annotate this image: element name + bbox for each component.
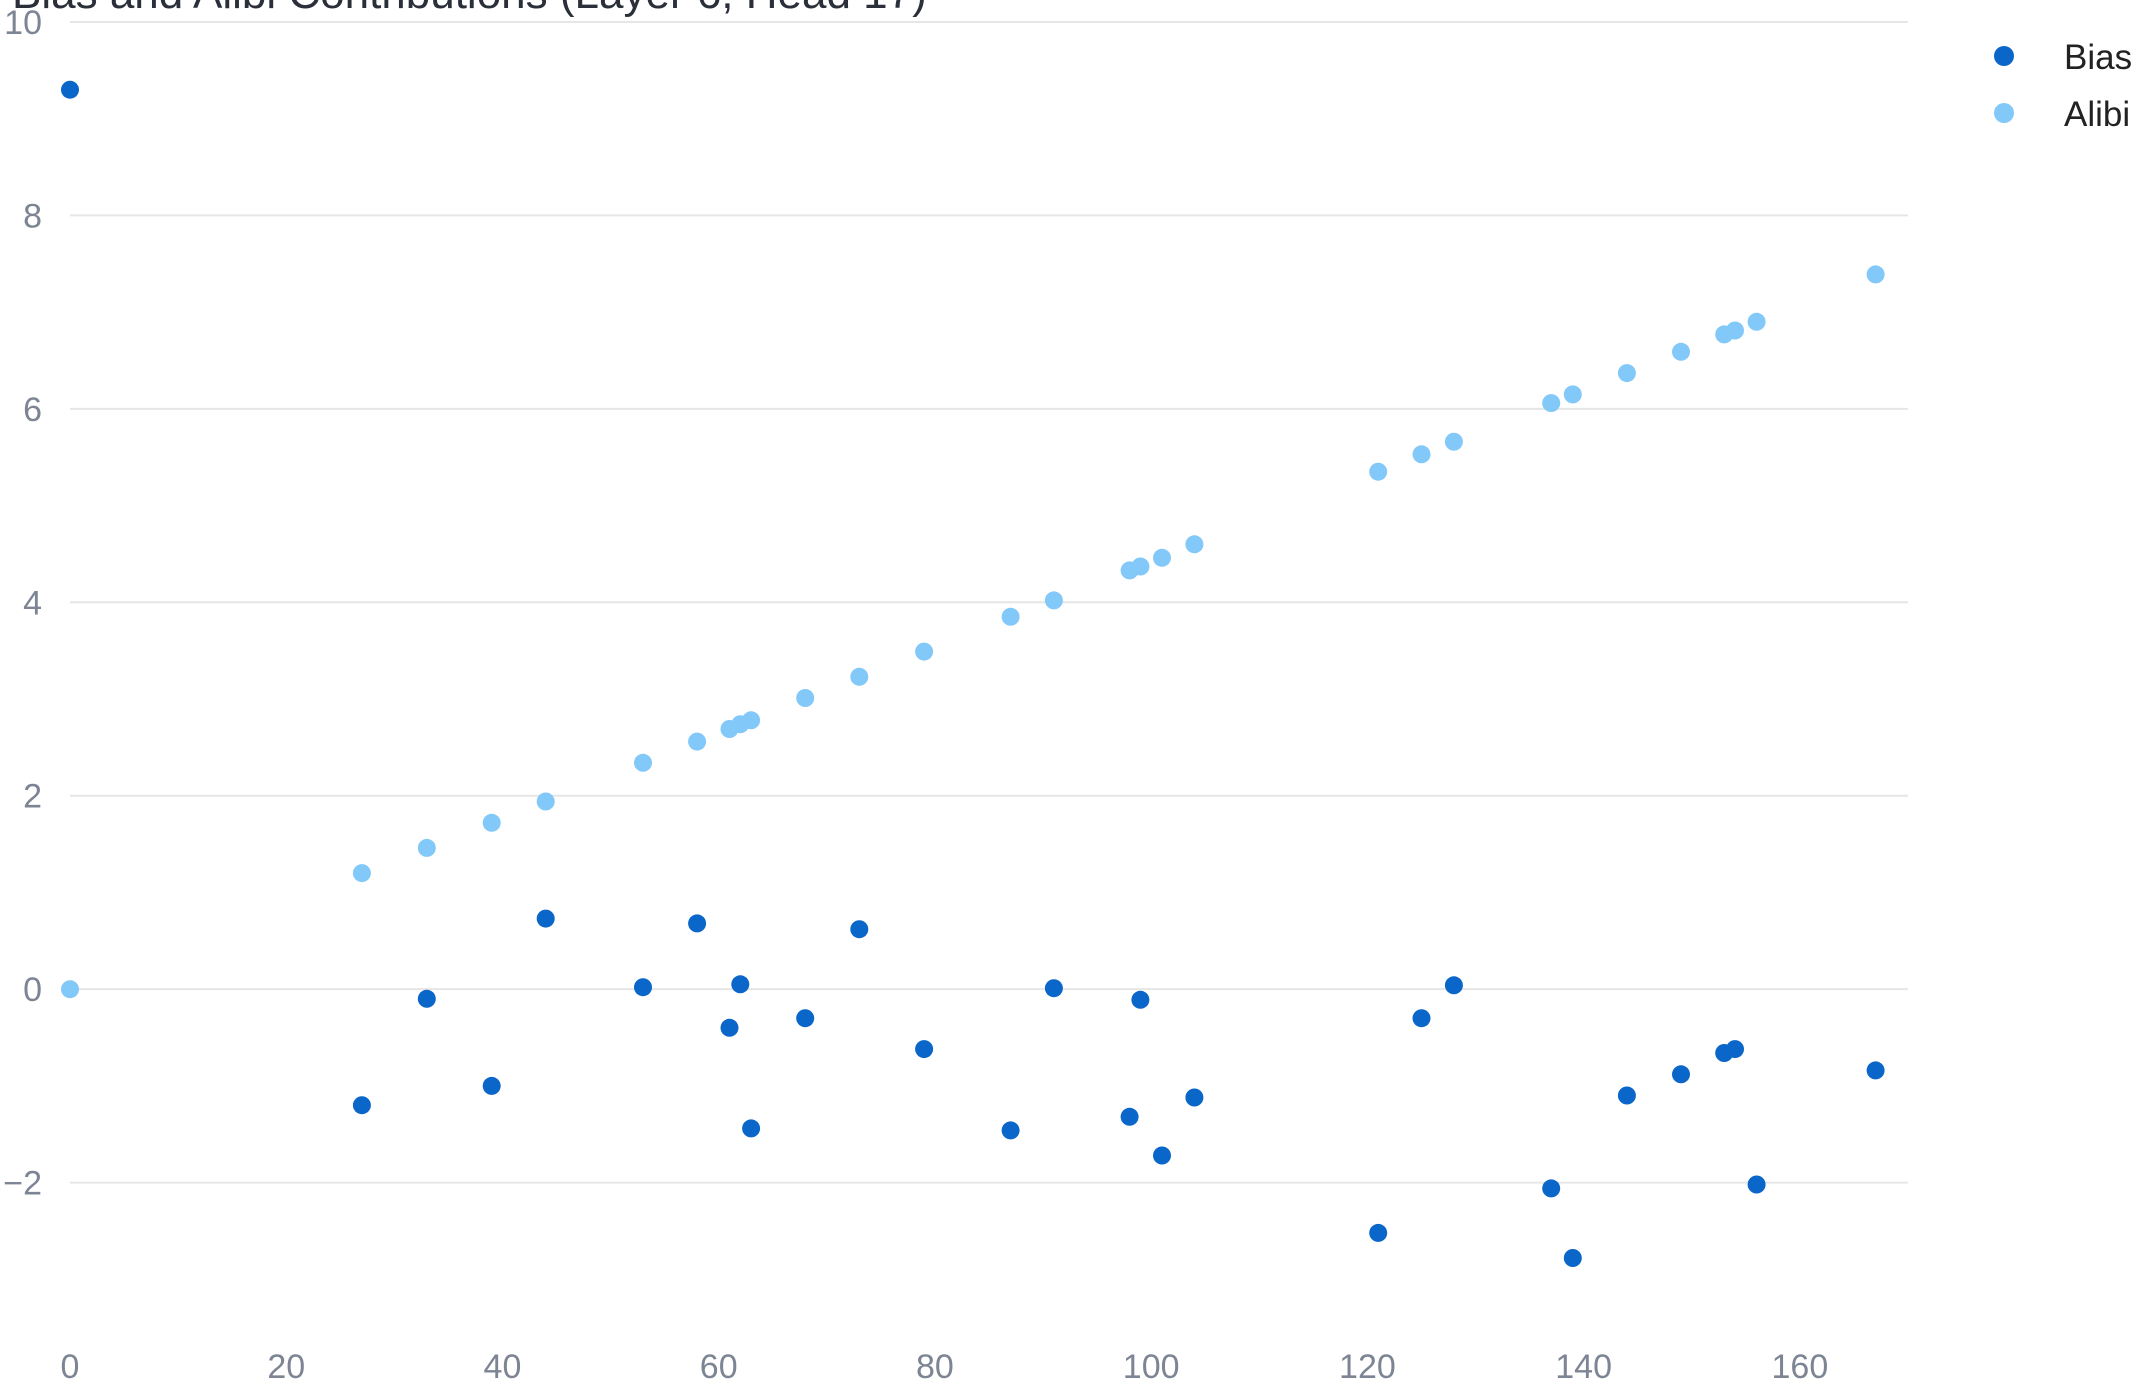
alibi-point[interactable] [1369,462,1388,481]
bias-point[interactable] [417,989,436,1008]
bias-point[interactable] [1120,1107,1139,1126]
bias-point[interactable] [915,1040,934,1059]
x-axis-tick-labels: 0 20 40 60 80 100 120 140 160 [61,1348,1829,1385]
alibi-point[interactable] [61,980,79,999]
alibi-point[interactable] [1672,342,1690,361]
legend-label-bias: Bias [2064,38,2132,77]
bias-point[interactable] [1866,1061,1885,1080]
alibi-point[interactable] [1044,591,1063,610]
alibi-point[interactable] [915,642,934,661]
bias-point[interactable] [1542,1179,1561,1198]
legend-item-alibi[interactable]: Alibi [1994,95,2130,134]
alibi-point[interactable] [1444,432,1463,451]
alibi-point[interactable] [352,864,371,883]
alibi-point[interactable] [417,838,436,857]
alibi-point[interactable] [1131,557,1150,576]
alibi-point[interactable] [1001,607,1020,626]
bias-point[interactable] [1131,990,1150,1009]
data-points [61,80,1885,1267]
alibi-point[interactable] [1726,321,1744,340]
y-tick-label: −2 [3,1165,42,1203]
alibi-point[interactable] [1412,445,1431,464]
alibi-point[interactable] [796,689,815,707]
x-tick-label: 120 [1339,1348,1396,1380]
bias-point[interactable] [850,920,869,939]
bias-point[interactable] [731,975,750,994]
alibi-point[interactable] [688,732,707,751]
y-tick-label: 8 [23,197,42,235]
bias-point[interactable] [1044,979,1063,998]
x-tick-label: 0 [61,1348,80,1380]
bias-point[interactable] [634,978,652,997]
y-tick-label: 4 [23,584,42,622]
bias-point[interactable] [1672,1065,1690,1084]
grid-lines [70,21,1908,1184]
alibi-point[interactable] [1153,548,1171,567]
bias-point[interactable] [1617,1086,1636,1105]
bias-point[interactable] [742,1119,761,1138]
legend-marker-bias [1994,46,2014,66]
legend-label-alibi: Alibi [2064,95,2130,134]
bias-point[interactable] [796,1009,815,1028]
bias-point[interactable] [1444,976,1463,995]
x-tick-label: 40 [484,1348,522,1380]
alibi-point[interactable] [850,667,869,686]
legend: Bias Alibi [1994,38,2132,134]
bias-point[interactable] [61,80,79,99]
alibi-point[interactable] [1563,385,1582,404]
x-tick-label: 80 [916,1348,954,1380]
bias-point[interactable] [1726,1040,1744,1059]
y-axis-tick-labels: 10 8 6 4 2 0 −2 [3,4,42,1203]
y-tick-label: 10 [4,4,42,42]
bias-point[interactable] [1412,1009,1431,1028]
y-tick-label: 2 [23,778,42,816]
alibi-point[interactable] [1542,394,1561,413]
bias-point[interactable] [1185,1088,1204,1107]
x-tick-label: 100 [1123,1348,1180,1380]
legend-item-bias[interactable]: Bias [1994,38,2132,77]
bias-point[interactable] [720,1018,739,1037]
bias-point[interactable] [1747,1175,1766,1194]
bias-point[interactable] [1369,1223,1388,1242]
x-tick-label: 60 [700,1348,738,1380]
alibi-point[interactable] [1747,312,1766,331]
bias-point[interactable] [1153,1146,1171,1165]
x-tick-label: 20 [267,1348,305,1380]
alibi-point[interactable] [536,792,555,811]
legend-marker-alibi [1994,103,2014,123]
alibi-point[interactable] [742,711,761,730]
bias-point[interactable] [688,914,707,933]
bias-point[interactable] [1563,1249,1582,1267]
x-tick-label: 160 [1772,1348,1829,1380]
bias-point[interactable] [536,909,555,928]
y-tick-label: 6 [23,391,42,429]
series-bias [61,80,1885,1267]
alibi-point[interactable] [1866,265,1885,284]
bias-point[interactable] [352,1096,371,1115]
alibi-point[interactable] [1185,535,1204,554]
chart-title: Bias and Alibi Contributions (Layer 6, H… [12,0,927,18]
alibi-point[interactable] [482,813,501,832]
alibi-point[interactable] [634,753,652,772]
alibi-point[interactable] [1617,364,1636,383]
bias-point[interactable] [1001,1121,1020,1140]
y-tick-label: 0 [23,971,42,1009]
x-tick-label: 140 [1555,1348,1612,1380]
bias-point[interactable] [482,1076,501,1095]
series-alibi [61,265,1885,999]
